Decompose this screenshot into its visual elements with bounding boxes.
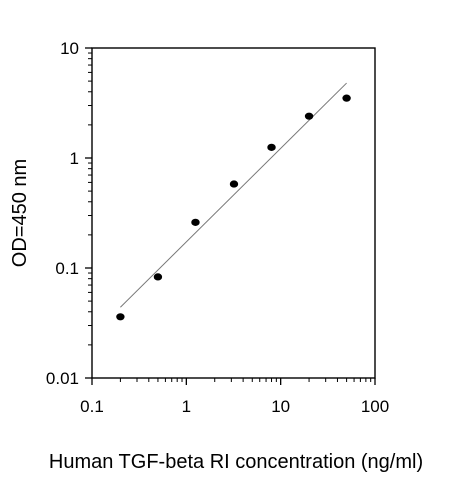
axes <box>91 47 376 379</box>
plot-frame <box>91 47 376 379</box>
x-axis-label: Human TGF-beta RI concentration (ng/ml) <box>49 451 423 473</box>
y-tick-label: 0.1 <box>55 259 79 278</box>
y-tick-label: 1 <box>70 149 79 168</box>
x-tick-label: 100 <box>361 397 389 416</box>
data-point <box>229 180 239 188</box>
y-axis-label: OD=450 nm <box>9 159 31 267</box>
fit-line <box>120 82 347 308</box>
data-point <box>153 273 163 281</box>
fit-line-group <box>120 82 347 308</box>
data-point <box>191 218 200 226</box>
x-tick-label: 10 <box>271 397 290 416</box>
data-point <box>116 313 125 321</box>
data-point <box>342 94 351 102</box>
data-point <box>267 143 276 151</box>
x-tick-label: 0.1 <box>80 397 104 416</box>
y-tick-label: 0.01 <box>46 369 79 388</box>
data-point <box>304 112 314 120</box>
axis-labels: Human TGF-beta RI concentration (ng/ml) … <box>9 159 423 473</box>
data-points <box>116 94 351 321</box>
y-tick-label: 10 <box>60 39 79 58</box>
x-tick-label: 1 <box>182 397 191 416</box>
